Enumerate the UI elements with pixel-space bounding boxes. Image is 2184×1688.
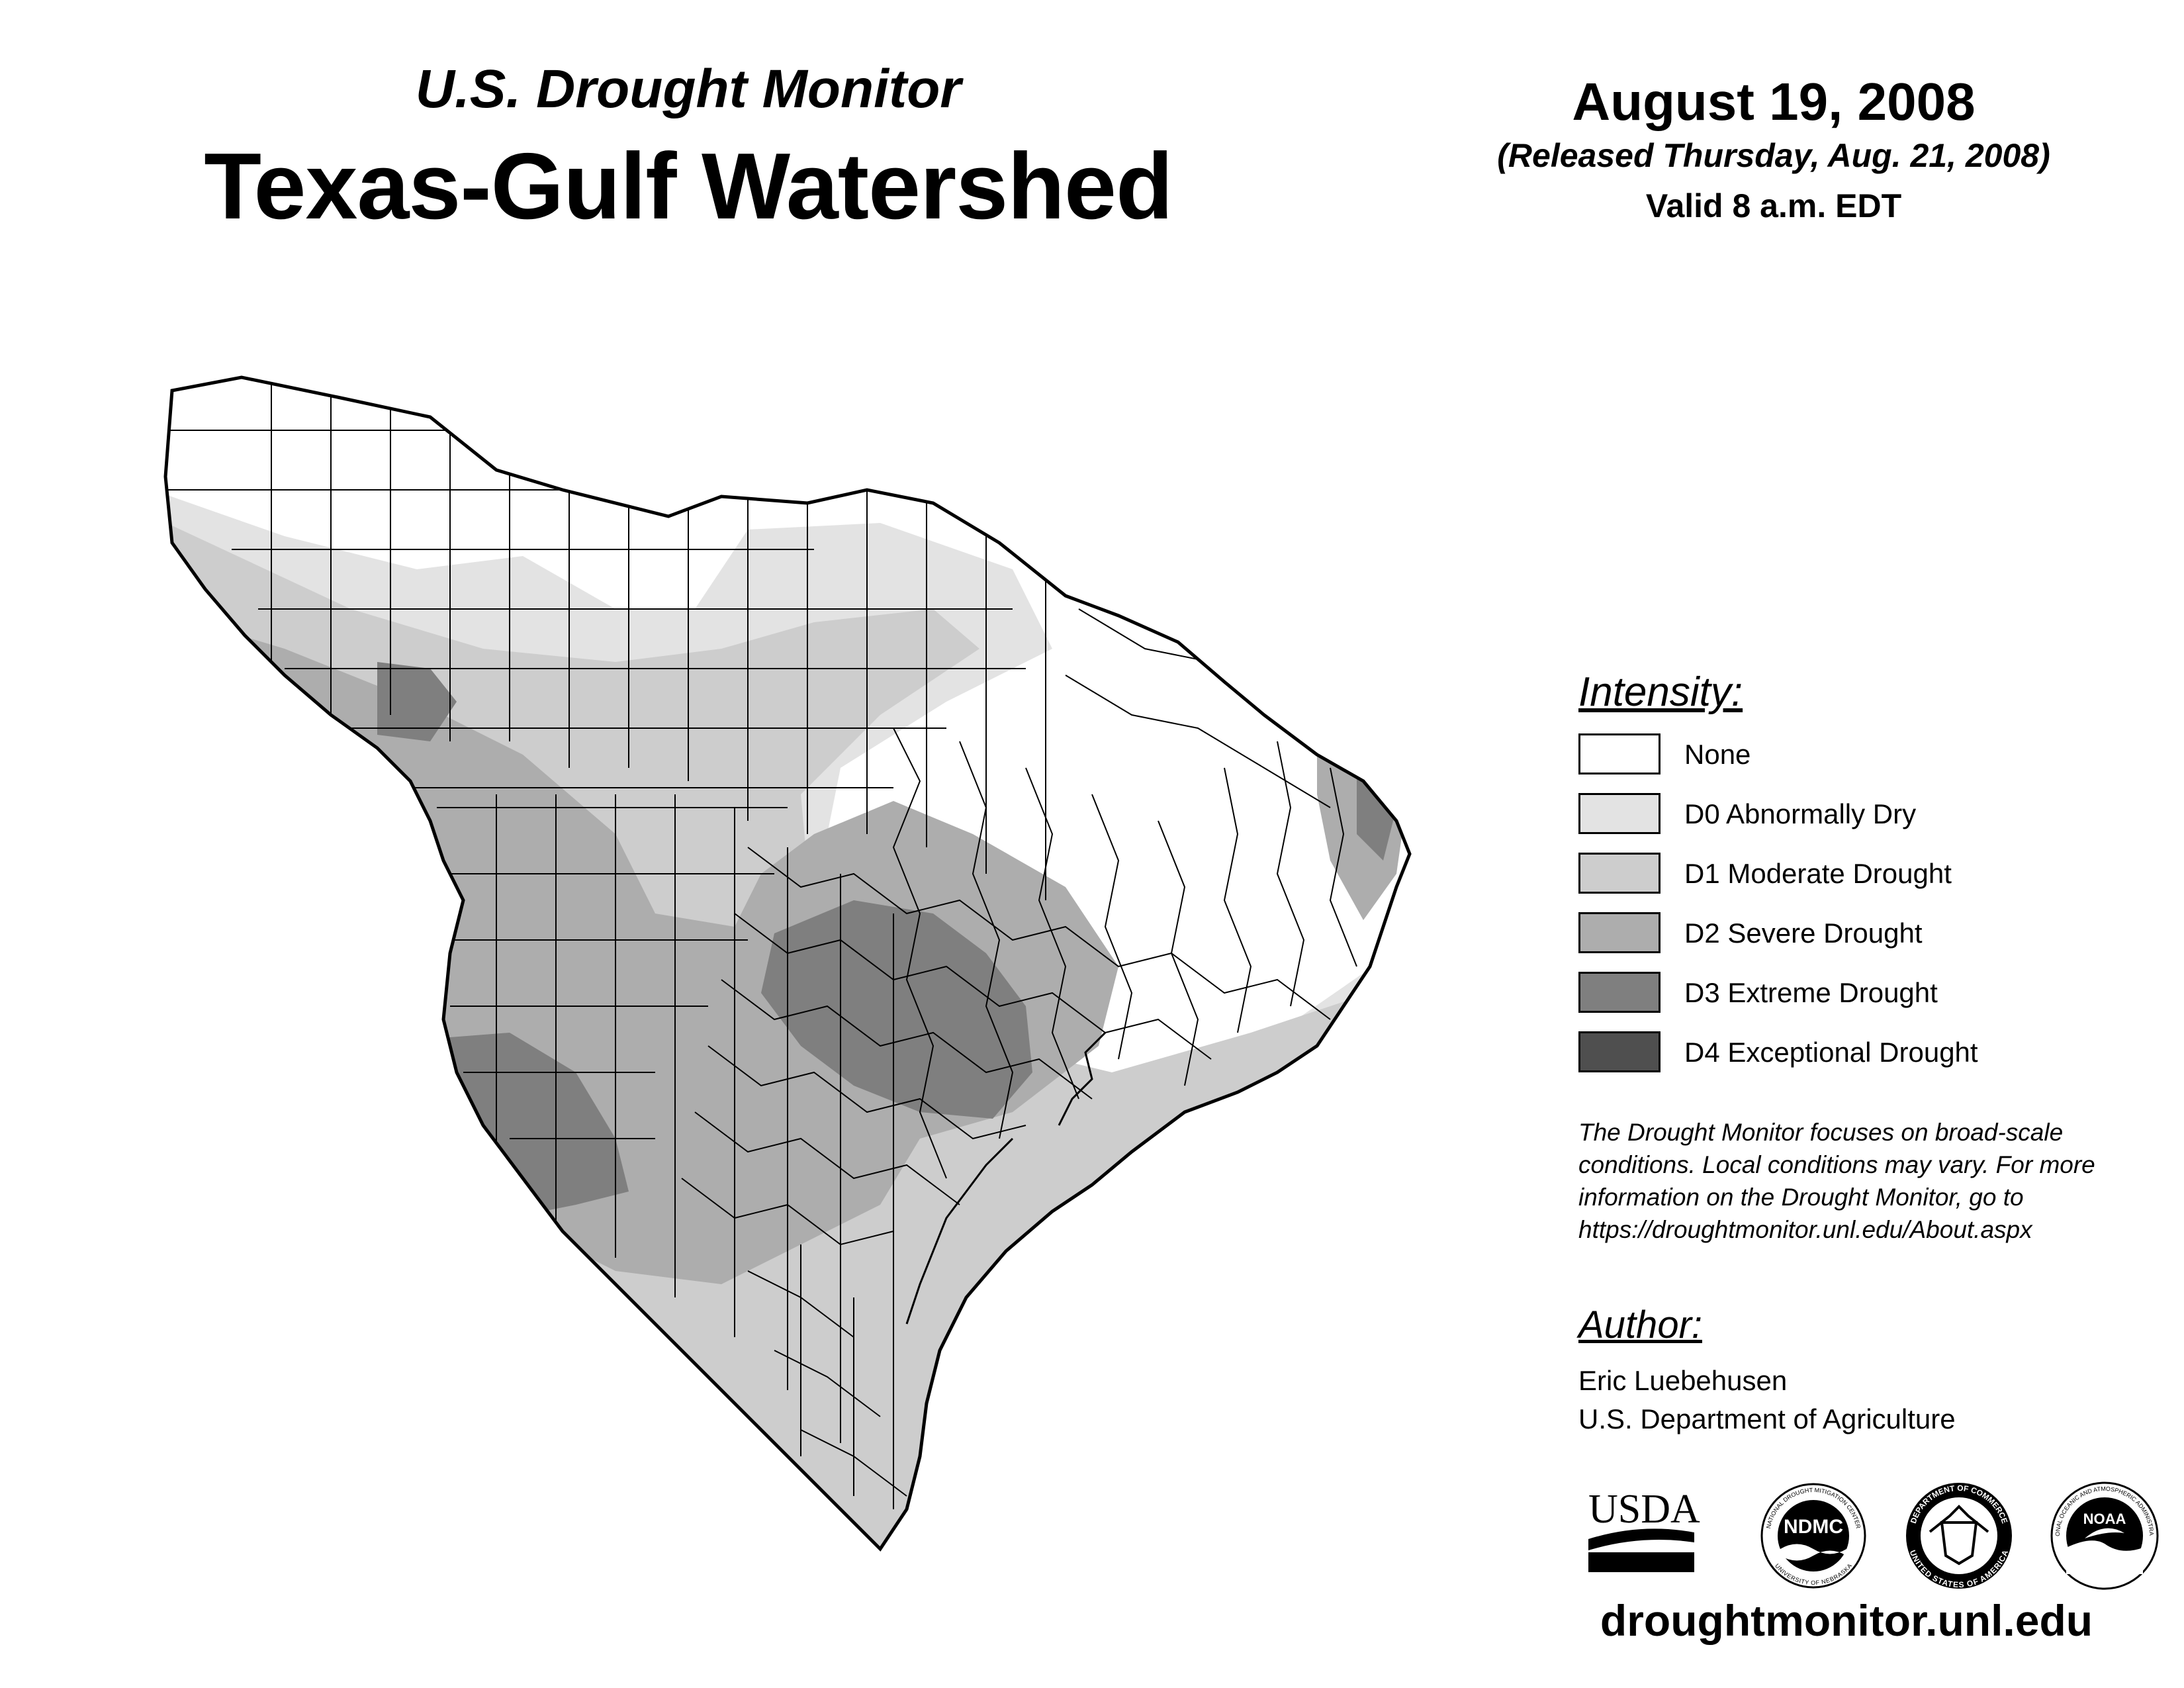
disclaimer-note: The Drought Monitor focuses on broad-sca…	[1578, 1119, 2095, 1243]
svg-text:NOAA: NOAA	[2083, 1511, 2126, 1527]
legend-label-d0: D0 Abnormally Dry	[1684, 798, 1917, 829]
d3-area-east	[1357, 768, 1396, 861]
map-title: Texas-Gulf Watershed	[204, 134, 1173, 239]
legend-item-none: None	[1578, 733, 2108, 780]
usda-logo: USDA	[1588, 1487, 1700, 1572]
map-subtitle: U.S. Drought Monitor	[415, 59, 962, 119]
legend-label-d2: D2 Severe Drought	[1684, 917, 1923, 949]
county-grid	[165, 377, 1410, 1509]
agency-logos: USDA NDMC NATIONAL DROUGHT MITIGATION CE…	[1588, 1481, 2159, 1590]
legend-label-d1: D1 Moderate Drought	[1684, 858, 1952, 889]
d3-area-central	[761, 900, 1032, 1119]
legend-swatch-none	[1578, 733, 1661, 774]
author-heading: Author:	[1578, 1303, 1702, 1346]
author-organization: U.S. Department of Agriculture	[1578, 1403, 1956, 1434]
legend-item-d4: D4 Exceptional Drought	[1578, 1031, 2108, 1078]
noaa-logo: NOAA NATIONAL OCEANIC AND ATMOSPHERIC AD…	[2050, 1481, 2159, 1590]
svg-text:NDMC: NDMC	[1784, 1516, 1843, 1538]
legend-label-none: None	[1684, 739, 1751, 770]
legend-title: Intensity:	[1578, 669, 1743, 715]
legend-swatch-d4	[1578, 1031, 1661, 1072]
coastline	[905, 1031, 1107, 1325]
legend-label-d3: D3 Extreme Drought	[1684, 977, 1938, 1008]
author-name: Eric Luebehusen	[1578, 1365, 1788, 1396]
d3-area-west	[377, 662, 457, 741]
legend-label-d4: D4 Exceptional Drought	[1684, 1037, 1978, 1068]
legend-swatch-d2	[1578, 912, 1661, 953]
watershed-map	[163, 375, 1412, 1552]
valid-date: August 19, 2008	[1572, 72, 1976, 131]
legend-swatch-d3	[1578, 972, 1661, 1013]
legend-swatch-d0	[1578, 793, 1661, 834]
legend-item-d0: D0 Abnormally Dry	[1578, 793, 2108, 839]
ndmc-logo: NDMC NATIONAL DROUGHT MITIGATION CENTER …	[1760, 1483, 1866, 1589]
legend-swatch-d1	[1578, 853, 1661, 894]
department-of-commerce-seal: DEPARTMENT OF COMMERCE UNITED STATES OF …	[1906, 1483, 2012, 1589]
release-date: (Released Thursday, Aug. 21, 2008)	[1497, 137, 2050, 174]
legend-item-d2: D2 Severe Drought	[1578, 912, 2108, 959]
legend-item-d1: D1 Moderate Drought	[1578, 853, 2108, 899]
legend-item-d3: D3 Extreme Drought	[1578, 972, 2108, 1018]
svg-text:USDA: USDA	[1588, 1487, 1700, 1532]
watershed-boundary	[163, 375, 1412, 1552]
valid-time: Valid 8 a.m. EDT	[1645, 187, 1902, 224]
website-url[interactable]: droughtmonitor.unl.edu	[1600, 1596, 2093, 1645]
